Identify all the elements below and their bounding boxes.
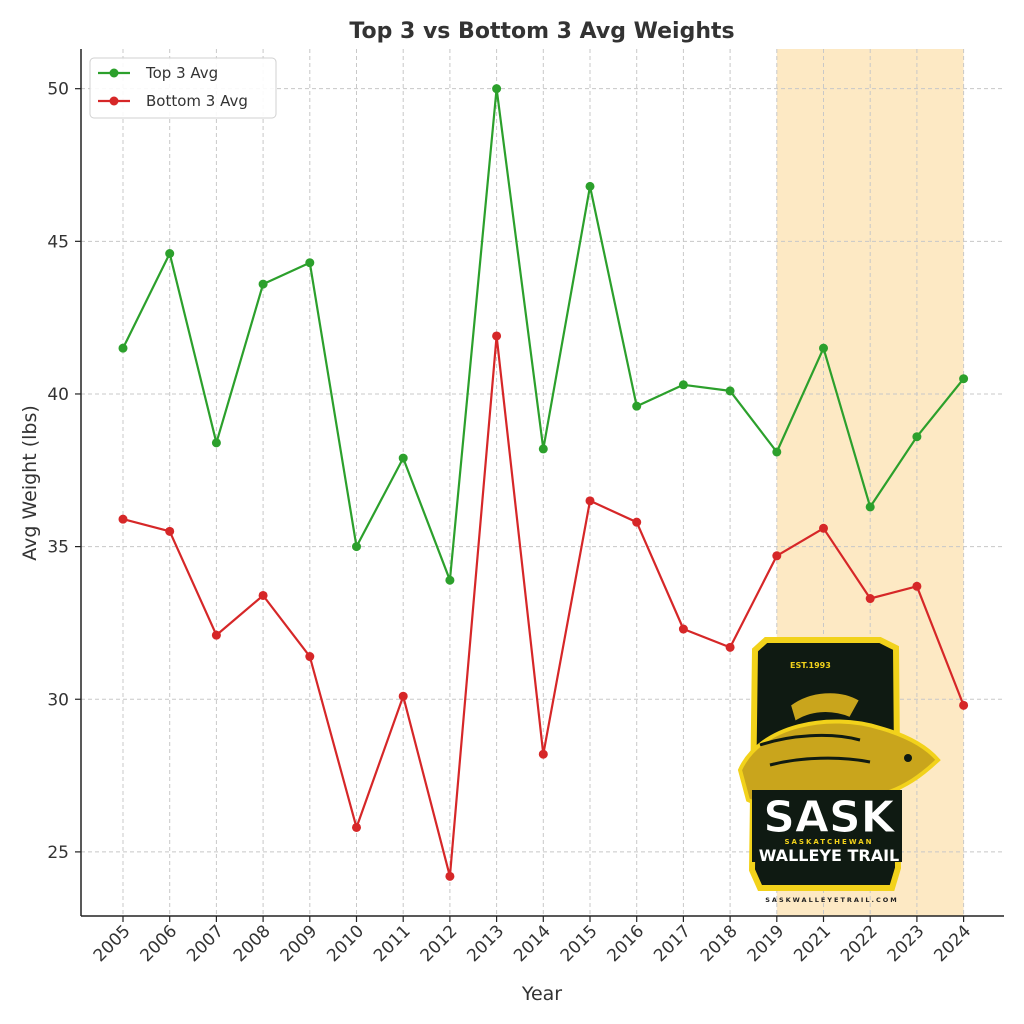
data-point-1-2023 — [912, 581, 922, 591]
data-point-0-2021 — [819, 343, 828, 353]
y-tick-label-50: 50 — [47, 80, 69, 100]
data-point-0-2006 — [165, 249, 175, 259]
data-point-0-2023 — [912, 432, 922, 442]
logo-region: SASKATCHEWAN — [784, 838, 873, 846]
legend-entry-bottom-3: Bottom 3 Avg — [98, 92, 248, 110]
data-point-0-2015 — [585, 181, 595, 191]
legend-entry-top-3: Top 3 Avg — [98, 64, 218, 82]
data-point-1-2011 — [398, 691, 408, 701]
data-point-1-2013 — [492, 331, 502, 341]
data-point-0-2019 — [772, 447, 782, 457]
legend-label-bottom-3: Bottom 3 Avg — [146, 92, 248, 110]
y-tick-labels: 25 30 35 40 45 50 — [47, 80, 81, 863]
data-point-1-2018 — [725, 642, 735, 652]
legend: Top 3 Avg Bottom 3 Avg — [89, 57, 277, 119]
data-point-1-2024 — [959, 700, 969, 710]
data-point-1-2017 — [678, 624, 688, 634]
axes — [80, 49, 1004, 917]
data-point-0-2018 — [725, 386, 735, 396]
y-axis-label: Avg Weight (lbs) — [19, 405, 41, 561]
data-point-0-2013 — [492, 84, 502, 94]
data-point-1-2019 — [772, 551, 782, 561]
y-tick-label-40: 40 — [47, 385, 69, 405]
data-point-1-2015 — [585, 496, 595, 506]
data-point-1-2008 — [258, 590, 268, 600]
y-tick-label-35: 35 — [47, 538, 69, 558]
x-axis-label: Year — [521, 983, 562, 1005]
y-tick-label-30: 30 — [47, 690, 69, 710]
data-point-0-2010 — [352, 542, 361, 552]
logo-url: SASKWALLEYETRAIL.COM — [765, 896, 898, 904]
data-point-0-2005 — [118, 343, 128, 353]
logo-name: WALLEYE TRAIL — [759, 846, 899, 865]
data-point-1-2021 — [819, 523, 828, 533]
data-point-0-2011 — [398, 453, 408, 463]
data-point-1-2007 — [211, 630, 221, 640]
logo-brand: SASK — [763, 792, 896, 843]
data-point-0-2008 — [258, 279, 268, 289]
data-point-0-2014 — [538, 444, 548, 454]
logo-est: EST.1993 — [790, 661, 831, 670]
sask-walleye-trail-logo: EST.1993 SASK SASKATCHEWAN WALLEYE TRAIL… — [737, 637, 941, 904]
data-point-0-2017 — [678, 380, 688, 390]
data-point-1-2010 — [352, 822, 361, 832]
series-lines — [118, 84, 969, 881]
series-0 — [118, 84, 969, 585]
y-tick-label-45: 45 — [47, 232, 69, 252]
data-point-1-2012 — [445, 871, 455, 881]
series-1 — [118, 331, 969, 881]
data-point-0-2009 — [305, 258, 315, 268]
data-point-1-2005 — [118, 514, 128, 524]
data-point-0-2022 — [865, 502, 875, 512]
data-point-1-2016 — [632, 517, 642, 527]
data-point-0-2007 — [211, 438, 221, 448]
data-point-1-2022 — [865, 594, 875, 604]
data-point-1-2009 — [305, 652, 315, 662]
y-tick-label-25: 25 — [47, 843, 69, 863]
data-point-0-2024 — [959, 374, 969, 384]
data-point-0-2012 — [445, 575, 455, 585]
data-point-0-2016 — [632, 401, 642, 411]
data-point-1-2006 — [165, 526, 175, 536]
data-point-1-2014 — [538, 749, 548, 759]
chart-title: Top 3 vs Bottom 3 Avg Weights — [349, 19, 734, 44]
legend-label-top-3: Top 3 Avg — [145, 64, 218, 82]
